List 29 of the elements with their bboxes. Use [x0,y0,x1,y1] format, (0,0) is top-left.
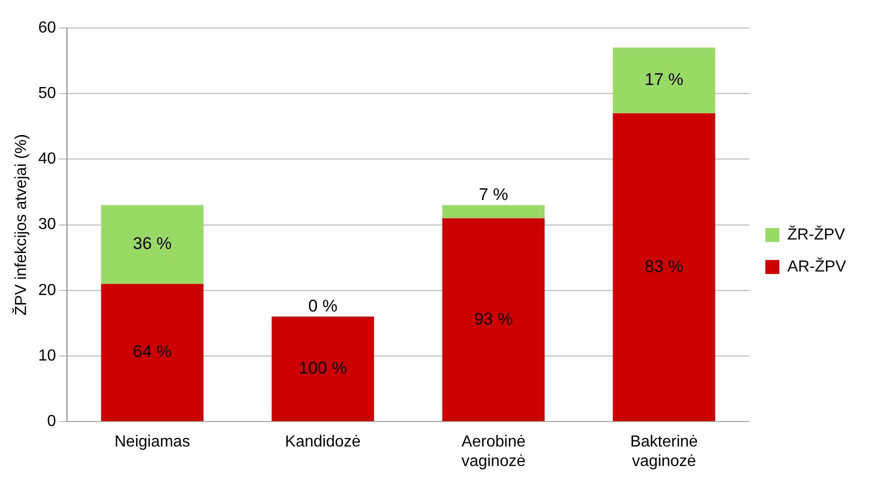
annotation: 0 % [308,296,338,316]
y-tick-label: 0 [47,413,56,430]
y-tick-label: 60 [38,19,56,36]
annotation: 17 % [644,70,684,90]
annotation: 83 % [644,256,684,276]
annotation: 100 % [298,358,347,378]
legend-label: ŽR-ŽPV [787,225,846,244]
y-tick-label: 10 [38,347,56,364]
y-axis-title: ŽPV infekcijos atvejai (%) [12,134,30,316]
legend-label: AR-ŽPV [787,257,846,276]
bar [612,48,716,114]
y-tick-label: 50 [38,85,56,102]
bar [101,284,204,422]
x-tick-label: Bakterinė vaginozė [630,434,698,470]
annotation: 93 % [474,309,513,328]
y-tick-label: 40 [38,150,56,168]
y-tick-label: 20 [38,282,56,299]
bar [101,205,204,284]
annotation: 7 % [478,184,508,204]
bar [272,316,374,422]
bar [612,113,716,422]
x-tick-label: Aerobinė vaginozė [461,434,526,470]
annotation: 64 % [132,342,172,362]
x-tick-label: Neigiamas [114,434,190,451]
x-tick-label: Kandidozė [285,434,361,451]
bar [442,218,545,422]
bar [442,205,545,218]
y-tick-label: 30 [38,216,56,234]
annotation: 36 % [132,234,172,254]
